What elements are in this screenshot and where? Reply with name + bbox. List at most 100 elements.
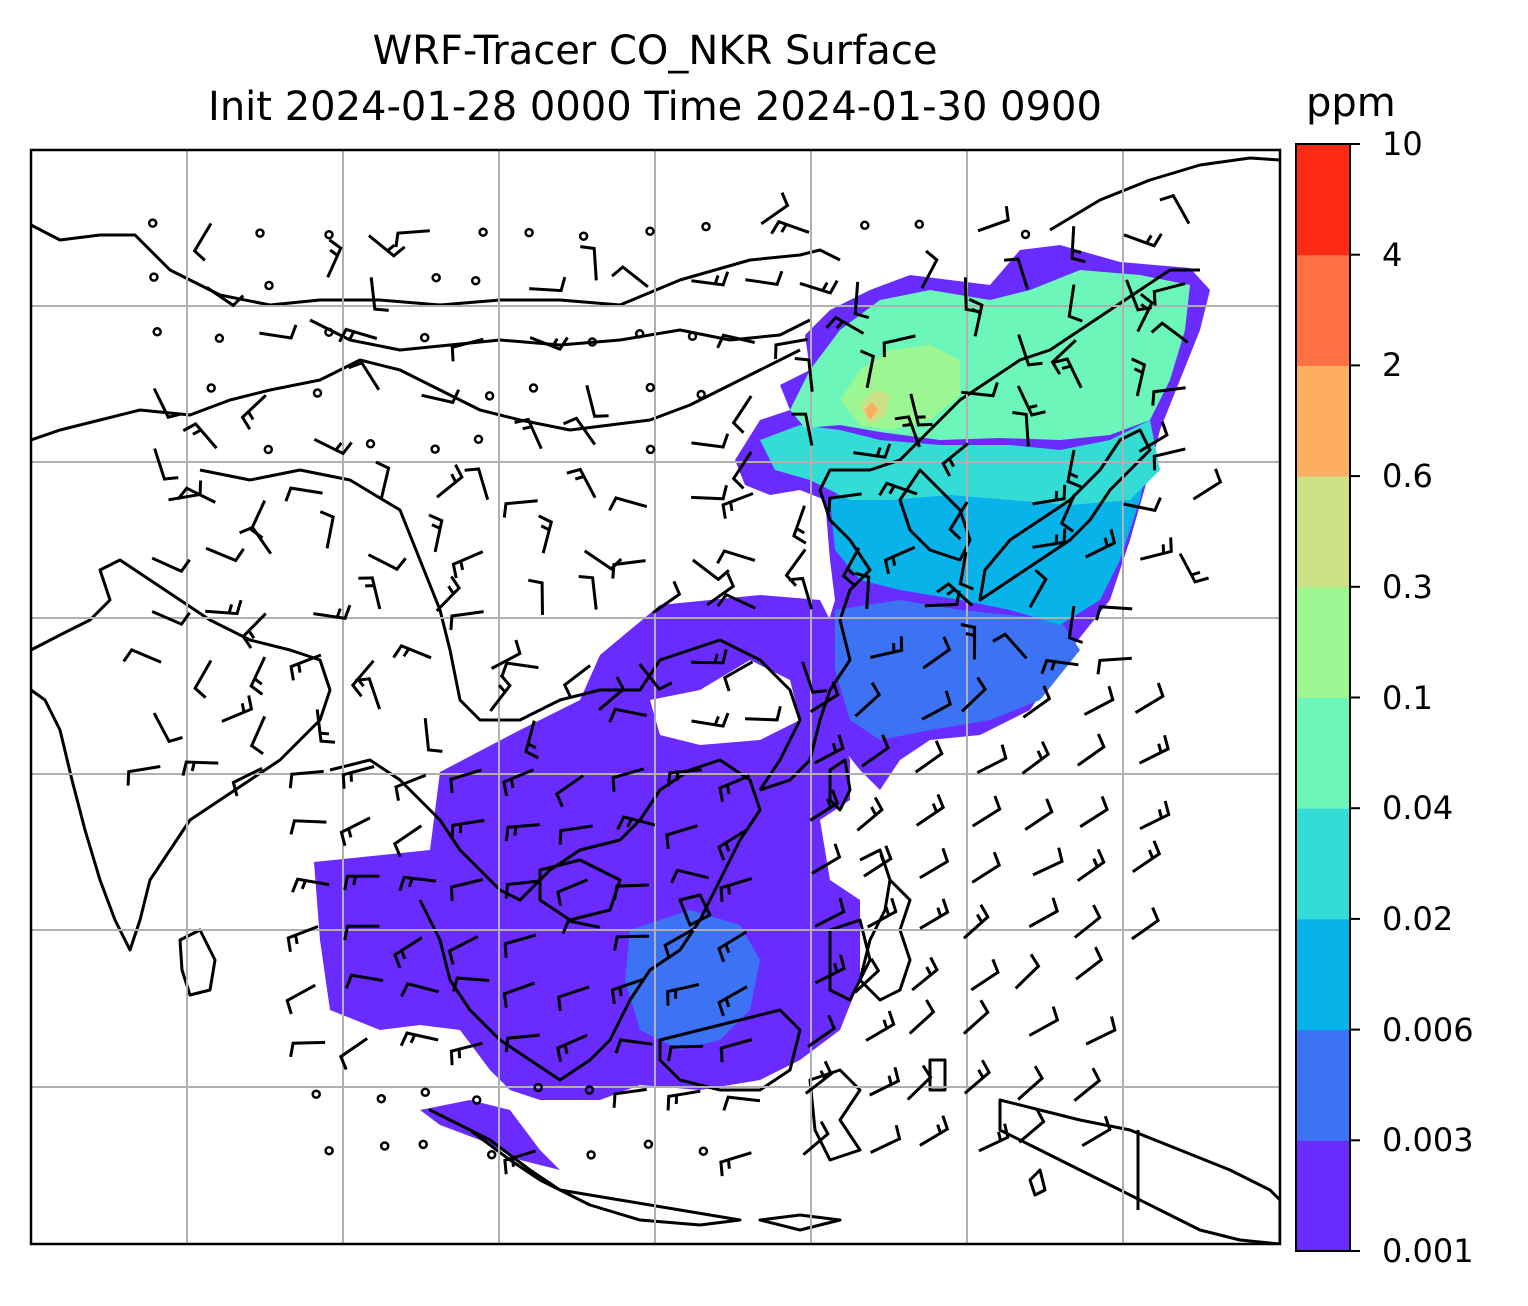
wind-barb xyxy=(936,581,974,607)
wind-barb xyxy=(869,1066,901,1097)
wind-barb xyxy=(1075,946,1104,981)
map-title-line2: Init 2024-01-28 0000 Time 2024-01-30 090… xyxy=(208,84,1102,130)
colorbar-swatch xyxy=(1296,586,1350,698)
wind-calm-circle xyxy=(486,1149,497,1160)
wind-barb xyxy=(611,559,646,579)
wind-barb xyxy=(464,467,490,501)
wind-calm-circle xyxy=(701,221,711,232)
wind-barb xyxy=(1178,552,1210,584)
wind-barb xyxy=(490,639,522,670)
wind-calm-circle xyxy=(860,220,870,231)
wind-barb xyxy=(1017,334,1043,367)
wind-barb xyxy=(583,549,623,571)
wind-calm-circle xyxy=(914,219,925,230)
wind-calm-circle xyxy=(634,329,645,339)
wind-barb xyxy=(719,1151,752,1177)
wind-barb xyxy=(1014,953,1041,990)
wind-calm-circle xyxy=(419,332,430,343)
wind-barb xyxy=(558,824,593,845)
wind-barb xyxy=(894,415,921,448)
wind-barb xyxy=(1138,421,1169,453)
wind-barb xyxy=(1136,293,1154,333)
wind-barb xyxy=(1151,386,1186,406)
wind-barb xyxy=(435,575,462,612)
wind-barb xyxy=(825,315,865,335)
wind-barb xyxy=(1003,257,1030,290)
wind-barb xyxy=(1123,496,1162,513)
wind-barb xyxy=(503,933,537,958)
wind-barb xyxy=(774,337,808,359)
colorbar-tick-label: 0.006 xyxy=(1382,1010,1474,1049)
wind-barb xyxy=(883,545,916,575)
wind-barb xyxy=(241,612,267,649)
coast-java xyxy=(558,1188,742,1227)
wind-barb xyxy=(399,1031,439,1047)
wind-barb xyxy=(345,973,384,989)
wind-barb xyxy=(398,875,437,892)
border-himalaya xyxy=(31,348,801,442)
wind-barb xyxy=(722,660,754,692)
wind-calm-circle xyxy=(420,1087,431,1098)
wind-barb xyxy=(1073,904,1102,939)
wind-barb xyxy=(1079,795,1109,828)
coast-sulawesi xyxy=(808,1068,862,1162)
colorbar-tick-label: 4 xyxy=(1382,235,1403,274)
wind-calm-circle xyxy=(645,382,656,393)
wind-calm-circle xyxy=(214,333,225,344)
colorbar-swatch xyxy=(1296,1029,1350,1141)
border-north xyxy=(31,223,841,307)
colorbar-swatch xyxy=(1296,254,1350,366)
colorbar-unit: ppm xyxy=(1306,80,1396,126)
wind-barb xyxy=(393,936,423,969)
wind-calm-circle xyxy=(645,226,655,236)
wind-barb xyxy=(608,496,648,512)
wind-barb xyxy=(804,1060,833,1095)
wind-calm-circle xyxy=(484,391,495,401)
wind-barb xyxy=(731,395,753,434)
wind-barb xyxy=(348,360,381,391)
coast-borneo xyxy=(658,1008,802,1092)
wind-barb xyxy=(792,505,807,545)
wind-barb xyxy=(878,481,918,497)
wind-barb xyxy=(1138,734,1170,765)
wind-barb xyxy=(1139,537,1173,561)
wind-barb xyxy=(1067,605,1084,644)
wind-barb xyxy=(428,513,444,553)
wind-calm-circle xyxy=(263,444,274,455)
wind-barb xyxy=(976,744,1008,775)
wind-barb xyxy=(799,279,839,295)
wind-calm-circle xyxy=(149,272,159,282)
wind-barb xyxy=(706,572,736,607)
wind-barb xyxy=(181,760,219,776)
wind-barb xyxy=(182,421,218,450)
wind-barb xyxy=(1130,357,1147,397)
wind-barb xyxy=(561,919,601,935)
wind-barb xyxy=(719,877,753,902)
colorbar-tick-label: 0.003 xyxy=(1382,1121,1474,1160)
border-china-south xyxy=(199,468,802,791)
wind-barb xyxy=(392,643,432,660)
wind-barb xyxy=(722,1095,761,1111)
wind-barb xyxy=(1134,682,1165,714)
wind-barb xyxy=(504,879,540,899)
wind-barb xyxy=(1152,281,1186,306)
wind-barb xyxy=(289,653,322,681)
wind-barb xyxy=(562,664,592,699)
wind-barb xyxy=(882,334,916,358)
wind-barb xyxy=(153,448,179,481)
wind-barb xyxy=(1152,447,1186,471)
wind-barb xyxy=(691,484,728,501)
wind-calm-circle xyxy=(430,444,440,454)
wind-barb xyxy=(249,715,267,756)
wind-barb xyxy=(1096,656,1132,675)
wind-barb xyxy=(319,510,335,549)
wind-barb xyxy=(716,592,756,610)
wind-calm-circle xyxy=(524,227,534,238)
wind-calm-circle xyxy=(643,1139,654,1150)
wind-barb xyxy=(856,796,884,832)
colorbar-swatch xyxy=(1296,697,1350,809)
wind-barb xyxy=(807,1014,837,1048)
wind-barb xyxy=(1040,658,1079,675)
wind-calm-circle xyxy=(584,1085,595,1095)
wind-barb xyxy=(436,464,464,499)
